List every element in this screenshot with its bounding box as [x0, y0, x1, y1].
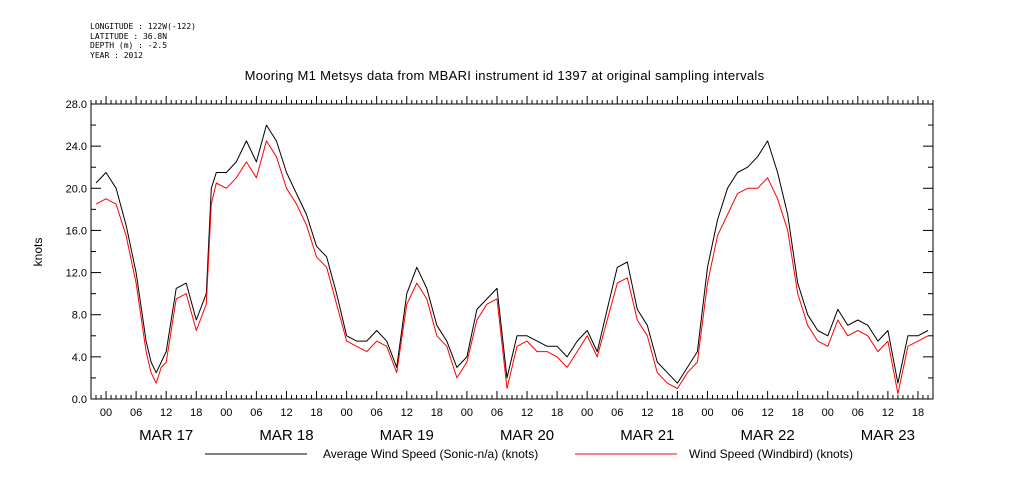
- y-tick-label: 4.0: [72, 352, 87, 364]
- series-line-average-wind-speed: [95, 124, 929, 384]
- plot-frame: [90, 103, 934, 400]
- x-hour-label: 06: [491, 407, 503, 419]
- x-hour-label: 06: [130, 407, 142, 419]
- x-hour-label: 12: [280, 407, 292, 419]
- x-hour-label: 18: [190, 407, 202, 419]
- y-tick-label: 12.0: [66, 268, 87, 280]
- y-tick-label: 20.0: [66, 183, 87, 195]
- x-hour-label: 06: [371, 407, 383, 419]
- y-axis-title: knots: [31, 238, 45, 267]
- y-tick-label: 28.0: [66, 99, 87, 111]
- y-tick-label: 8.0: [72, 310, 87, 322]
- x-day-label: MAR 22: [741, 427, 795, 444]
- axis-labels: 0.0 4.0 8.0 12.0 16.0 20.0 24.0 28.0 00 06 12 18 00 0…: [66, 99, 925, 444]
- x-hour-label: 18: [310, 407, 322, 419]
- x-hour-label: 18: [792, 407, 804, 419]
- series-line-windbird-wind-speed: [95, 140, 929, 395]
- x-hour-label: 18: [912, 407, 924, 419]
- x-day-label: MAR 17: [139, 427, 193, 444]
- y-tick-label: 16.0: [66, 225, 87, 237]
- chart-title: Mooring M1 Metsys data from MBARI instru…: [244, 68, 765, 83]
- y-tick-label: 24.0: [66, 141, 87, 153]
- series-layer: [95, 124, 929, 395]
- x-hour-label: 00: [701, 407, 713, 419]
- legend-label-average: Average Wind Speed (Sonic-n/a) (knots): [323, 447, 538, 461]
- latitude-text: LATITUDE : 36.8N: [90, 31, 168, 41]
- x-day-label: MAR 19: [380, 427, 434, 444]
- x-day-label: MAR 20: [500, 427, 554, 444]
- x-hour-label: 00: [100, 407, 112, 419]
- depth-text: DEPTH (m) : -2.5: [90, 41, 168, 50]
- year-text: YEAR : 2012: [90, 50, 143, 60]
- x-hour-label: 12: [882, 407, 894, 419]
- x-day-label: MAR 21: [620, 427, 674, 444]
- x-hour-label: 06: [731, 407, 743, 419]
- x-hour-label: 06: [250, 407, 262, 419]
- x-hour-label: 00: [220, 407, 232, 419]
- x-hour-label: 00: [581, 407, 593, 419]
- longitude-text: LONGITUDE : 122W(-122): [90, 22, 196, 31]
- x-hour-label: 12: [160, 407, 172, 419]
- x-hour-label: 18: [551, 407, 563, 419]
- x-hour-label: 06: [852, 407, 864, 419]
- x-day-label: MAR 23: [861, 427, 915, 444]
- legend-label-windbird: Wind Speed (Windbird) (knots): [689, 447, 853, 461]
- y-tick-label: 0.0: [72, 394, 87, 406]
- x-day-label: MAR 18: [259, 427, 313, 444]
- axis-ticks: [90, 96, 934, 400]
- x-hour-label: 00: [340, 407, 352, 419]
- legend: Average Wind Speed (Sonic-n/a) (knots) W…: [205, 447, 853, 461]
- x-hour-label: 12: [521, 407, 533, 419]
- metadata-block: LONGITUDE : 122W(-122) LATITUDE : 36.8N …: [90, 22, 196, 60]
- x-hour-label: 18: [671, 407, 683, 419]
- x-hour-label: 06: [611, 407, 623, 419]
- x-hour-label: 18: [431, 407, 443, 419]
- x-hour-label: 00: [461, 407, 473, 419]
- x-hour-label: 00: [822, 407, 834, 419]
- x-hour-label: 12: [641, 407, 653, 419]
- x-hour-label: 12: [401, 407, 413, 419]
- x-hour-label: 12: [761, 407, 773, 419]
